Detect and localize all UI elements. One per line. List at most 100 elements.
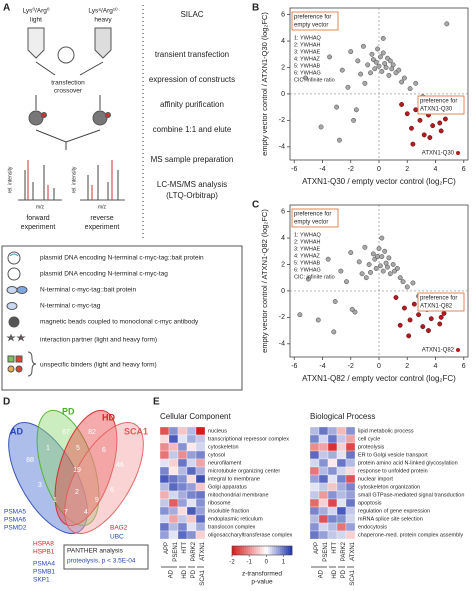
heatmap-cell (177, 514, 188, 524)
data-point (366, 262, 372, 267)
gene: HSPA8 (33, 541, 54, 548)
heatmap-cell (336, 450, 347, 460)
region-count: 88 (26, 457, 34, 464)
region-count: 3 (38, 482, 42, 489)
heatmap-cell (195, 442, 206, 452)
key-entry: 6: YWHAG (294, 267, 321, 273)
data-point (362, 244, 368, 250)
heatmap-cell (345, 474, 356, 484)
heatmap-cell (309, 442, 320, 452)
data-point (437, 321, 443, 327)
heatmap-cell (336, 498, 347, 508)
heatmap-cell (159, 530, 170, 540)
data-point (427, 135, 433, 140)
bait-label: ATXN1-Q82 (422, 348, 455, 354)
colorbar-step (272, 546, 275, 555)
heatmap-cell (318, 434, 329, 444)
key-entry: 1: YWHAQ (294, 232, 322, 238)
gene: BAG2 (110, 525, 128, 532)
data-point (370, 251, 376, 257)
colorbar-step (232, 546, 235, 555)
row-label: mRNA splice site selection (358, 516, 423, 522)
group-label: HD (332, 569, 338, 578)
heatmap-cell (168, 466, 179, 476)
data-point (428, 316, 434, 322)
data-point (348, 250, 354, 256)
heatmap-cell (168, 506, 179, 516)
data-point (399, 79, 405, 85)
key-entry: 5: YWHAB (294, 260, 321, 266)
x-tick-label: -4 (319, 363, 325, 370)
panel-label: E (153, 397, 160, 408)
heatmap-cell (345, 442, 356, 452)
heatmap-cell (327, 474, 338, 484)
column-label: APP (164, 542, 170, 554)
row-label: integral to membrane (208, 476, 260, 482)
heatmap-cell (195, 514, 206, 524)
data-point (361, 43, 366, 49)
colorbar-step (278, 546, 281, 555)
heatmap-cell (195, 434, 206, 444)
heatmap-cell (309, 482, 320, 492)
data-point (416, 312, 422, 318)
heatmap-cell (186, 490, 197, 500)
data-point (325, 256, 331, 262)
annotation: empty vector (294, 220, 328, 226)
heatmap-cell (159, 434, 170, 444)
data-point (410, 280, 416, 286)
gene: SKP1 (33, 577, 50, 584)
x-axis-label: ATXN1-Q30 / empty vector control (log₂FC… (302, 177, 456, 186)
heatmap-cell (327, 514, 338, 524)
label: light (30, 17, 42, 24)
heatmap-cell (186, 442, 197, 452)
heatmap-cell (159, 426, 170, 436)
region-count: 82 (88, 429, 96, 436)
label: m/z (36, 204, 45, 210)
x-axis-label: ATXN1-Q82 / empty vector control (log₂FC… (302, 374, 456, 383)
colorbar-step (242, 546, 245, 555)
data-point (413, 80, 419, 86)
colorbar-frame (231, 545, 293, 556)
region-count: 19 (73, 467, 81, 474)
key-entry: 3: YWHAE (294, 246, 321, 252)
data-point (379, 68, 385, 74)
data-point (353, 107, 359, 113)
heatmap-cell (345, 530, 356, 540)
label: rel. intensity (71, 166, 77, 193)
heatmap-cell (345, 450, 356, 460)
heatmap-cell (186, 506, 197, 516)
region-count: 6 (110, 487, 114, 494)
row-label: regulation of gene expression (358, 508, 430, 514)
heatmap-cell (327, 498, 338, 508)
annotation: preference for (420, 99, 457, 105)
data-point (425, 328, 431, 334)
data-point (338, 268, 344, 274)
data-point (380, 50, 386, 56)
panel-label: B (252, 3, 259, 14)
heatmap-cell (309, 490, 320, 500)
annotation: preference for (420, 296, 457, 302)
workflow-step: affinity purification (160, 100, 224, 109)
y-axis-label: empty vector control / ATXN1-Q82 (log₂FC… (260, 209, 269, 353)
data-point (441, 310, 447, 316)
data-point (359, 271, 365, 277)
heatmap-cell (195, 458, 206, 468)
legend-text: plasmid DNA encoding N-terminal c-myc-ta… (40, 271, 168, 278)
group-label: SCA1 (200, 569, 206, 585)
heatmap-cell (177, 458, 188, 468)
heatmap-cell (186, 426, 197, 436)
colorbar-step (270, 546, 273, 555)
panel-a-drawing (1, 5, 243, 391)
row-label: response to unfolded protein (358, 468, 428, 474)
heatmap-cell (318, 450, 329, 460)
region-count: 2 (75, 489, 79, 496)
x-tick-label: 0 (377, 363, 381, 370)
heatmap-title: Cellular Component (160, 412, 231, 421)
row-label: cytoskeleton (208, 444, 239, 450)
colorbar-step (280, 546, 283, 555)
heatmap-cell (195, 498, 206, 508)
data-point (380, 268, 386, 274)
gene: PSMA5 (4, 509, 26, 516)
label: rel. intensity (7, 166, 13, 193)
